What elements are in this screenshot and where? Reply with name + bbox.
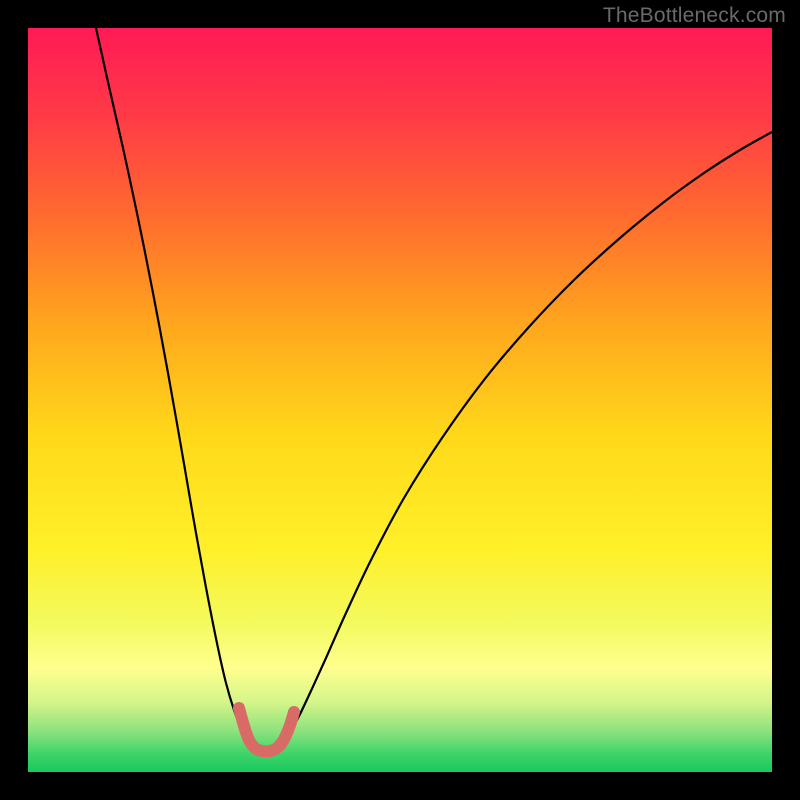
gradient-background <box>28 28 772 772</box>
watermark-text: TheBottleneck.com <box>603 4 786 28</box>
plot-area <box>28 28 772 772</box>
chart-frame: TheBottleneck.com <box>0 0 800 800</box>
chart-svg <box>28 28 772 772</box>
